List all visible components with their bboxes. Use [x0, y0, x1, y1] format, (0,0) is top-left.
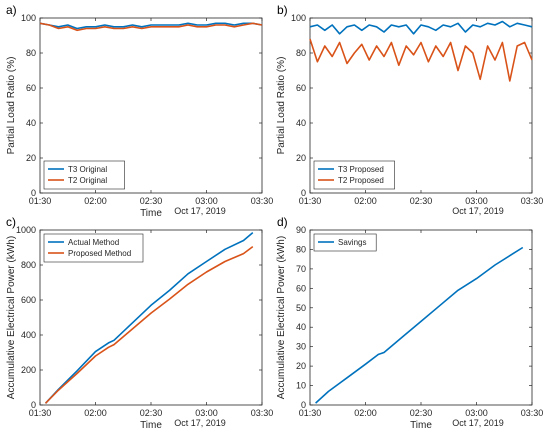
x-tick-label: 02:00	[354, 408, 377, 418]
x-tick-label: 02:30	[140, 408, 163, 418]
y-tick-label: 1000	[16, 225, 36, 235]
legend: T3 Original T2 Original	[43, 160, 125, 190]
series-line-1	[315, 246, 524, 404]
y-tick-label: 100	[291, 13, 306, 23]
y-tick-label: 10	[296, 381, 306, 391]
y-tick-label: 0	[31, 400, 36, 410]
x-axis-label: Time	[140, 420, 162, 431]
y-tick-label: 90	[296, 225, 306, 235]
x-axis-label: Time	[410, 420, 432, 431]
date-annotation: Oct 17, 2019	[174, 418, 226, 428]
y-tick-label: 800	[21, 260, 36, 270]
y-tick-label: 80	[26, 48, 36, 58]
series-line-2	[309, 38, 533, 82]
y-tick-label: 60	[26, 83, 36, 93]
x-tick-label: 03:30	[251, 196, 274, 206]
y-tick-label: 60	[296, 283, 306, 293]
y-axis-label: Accumulative Electrical Power (kWh)	[276, 236, 287, 399]
legend: T3 Proposed T2 Proposed	[313, 160, 395, 190]
y-tick-label: 50	[296, 303, 306, 313]
y-tick-label: 600	[21, 295, 36, 305]
legend-entry: Proposed Method	[68, 249, 131, 258]
y-tick-label: 60	[296, 83, 306, 93]
y-tick-label: 100	[21, 13, 36, 23]
legend: Actual Method Proposed Method	[43, 233, 144, 263]
panel-4: 0 10 20 30 40 50 60 70 80 90 01:30 02:00 02:30 03:00 0…	[276, 215, 543, 431]
legend-box	[313, 160, 395, 190]
x-tick-label: 03:00	[195, 196, 218, 206]
series-line-2	[39, 22, 263, 32]
legend: Savings	[313, 233, 377, 252]
panel-3: 0 200 400 600 800 1000 01:30 02:00 02:30 03:00 03:…	[6, 215, 273, 431]
date-annotation: Oct 17, 2019	[174, 206, 226, 216]
x-tick-label: 02:00	[354, 196, 377, 206]
y-tick-label: 20	[296, 361, 306, 371]
x-tick-label: 03:00	[195, 408, 218, 418]
series-line-1	[44, 231, 254, 404]
legend-entry: Actual Method	[68, 238, 119, 247]
date-annotation: Oct 17, 2019	[452, 206, 504, 216]
legend-entry: T3 Proposed	[338, 165, 384, 174]
legend-entry: T2 Proposed	[338, 176, 384, 185]
y-tick-label: 80	[296, 48, 306, 58]
x-axis-label: Time	[140, 208, 162, 219]
y-tick-label: 20	[296, 153, 306, 163]
y-axis-label: Accumulative Electrical Power (kWh)	[6, 236, 17, 399]
legend-entry: T3 Original	[68, 165, 107, 174]
legend-box	[313, 233, 377, 252]
x-tick-label: 01:30	[29, 408, 52, 418]
panel-label: c)	[6, 215, 16, 229]
panel-label: b)	[277, 3, 288, 17]
legend-entry: Savings	[338, 238, 366, 247]
y-tick-label: 0	[31, 188, 36, 198]
series-line-1	[39, 22, 263, 30]
panel-2: 0 20 40 60 80 100 01:30 02:00 02:30 03:00 03:30 Oct…	[276, 3, 543, 216]
series-line-1	[309, 20, 533, 35]
y-tick-label: 40	[296, 322, 306, 332]
x-tick-label: 01:30	[299, 408, 322, 418]
x-tick-label: 01:30	[299, 196, 322, 206]
x-tick-label: 02:30	[410, 408, 433, 418]
panel-1: 0 20 40 60 80 100 01:30 02:00 02:30 03:00 03:30 Tim…	[6, 3, 273, 219]
date-annotation: Oct 17, 2019	[452, 418, 504, 428]
x-tick-label: 02:00	[84, 408, 107, 418]
x-tick-label: 03:00	[465, 408, 488, 418]
y-tick-label: 40	[26, 118, 36, 128]
y-axis-label: Partial Load Ratio (%)	[276, 57, 287, 155]
y-tick-label: 30	[296, 342, 306, 352]
y-tick-label: 400	[21, 330, 36, 340]
y-tick-label: 20	[26, 153, 36, 163]
y-tick-label: 70	[296, 264, 306, 274]
y-axis-label: Partial Load Ratio (%)	[6, 57, 17, 155]
legend-entry: T2 Original	[68, 176, 107, 185]
y-tick-label: 0	[301, 188, 306, 198]
y-tick-label: 200	[21, 365, 36, 375]
y-tick-label: 40	[296, 118, 306, 128]
y-tick-label: 0	[301, 400, 306, 410]
series-line-2	[44, 245, 254, 404]
x-tick-label: 03:00	[465, 196, 488, 206]
x-tick-label: 03:30	[521, 196, 544, 206]
x-tick-label: 03:30	[521, 408, 544, 418]
legend-box	[43, 160, 125, 190]
panel-label: a)	[6, 3, 17, 17]
x-tick-label: 02:00	[84, 196, 107, 206]
x-tick-label: 02:30	[140, 196, 163, 206]
legend-box	[43, 233, 144, 263]
y-tick-label: 80	[296, 244, 306, 254]
x-tick-label: 03:30	[251, 408, 274, 418]
x-tick-label: 01:30	[29, 196, 52, 206]
panel-label: d)	[277, 215, 288, 229]
plot-area	[309, 229, 533, 406]
x-tick-label: 02:30	[410, 196, 433, 206]
